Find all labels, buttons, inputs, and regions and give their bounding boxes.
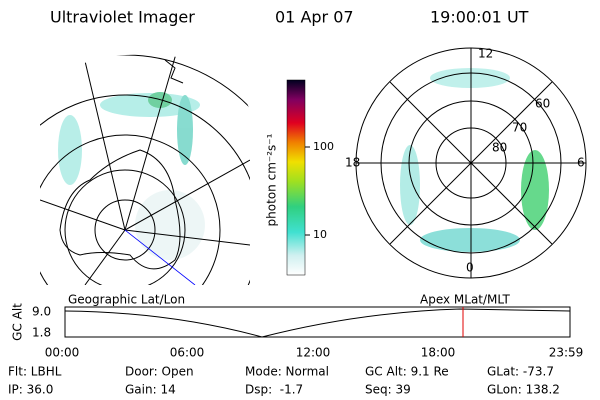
x-tick-label: 23:59 [549,346,584,360]
colorbar-tick-label: 100 [313,140,334,153]
info-field: Seq: 39 [365,383,411,397]
info-field: Gain: 14 [125,383,176,397]
altitude-curve [64,308,571,338]
lat-label: 80 [492,141,507,155]
y-tick-label: 9.0 [32,305,51,319]
info-field: Flt: LBHL [8,365,62,379]
info-field: Door: Open [125,365,194,379]
mlt-label: 6 [577,156,585,170]
altitude-frame [64,306,571,338]
info-field: Dsp: -1.7 [245,383,303,397]
lat-label: 70 [512,121,527,135]
info-field: GC Alt: 9.1 Re [365,365,449,379]
info-field: GLon: 138.2 [487,383,560,397]
geo-map [40,54,250,285]
x-tick-label: 18:00 [421,346,456,360]
info-field: GLat: -73.7 [487,365,554,379]
panel-label: Apex MLat/MLT [420,293,510,307]
x-tick-label: 00:00 [45,346,80,360]
info-field: Mode: Normal [245,365,329,379]
polar-grid [355,47,587,279]
colorbar-tick-label: 10 [313,228,327,241]
mlt-label: 0 [466,261,474,275]
date: 01 Apr 07 [275,8,354,27]
info-field: IP: 36.0 [8,383,53,397]
lat-label: 60 [535,97,550,111]
time: 19:00:01 UT [430,8,529,27]
colorbar-label: photon cm⁻²s⁻¹ [265,133,279,226]
mlt-label: 18 [345,156,360,170]
info-panel: Flt: LBHL IP: 36.0 Door: Open Gain: 14 Mode:… [8,365,560,397]
x-tick-label: 06:00 [170,346,205,360]
mlt-label: 12 [478,47,493,61]
panel-label: Geographic Lat/Lon [68,293,185,307]
colorbar [286,79,306,276]
title: Ultraviolet Imager [50,8,195,27]
y-tick-label: 1.8 [32,326,51,340]
y-axis-label: GC Alt [11,303,25,341]
x-tick-label: 12:00 [296,346,331,360]
polar-aurora [400,68,549,252]
